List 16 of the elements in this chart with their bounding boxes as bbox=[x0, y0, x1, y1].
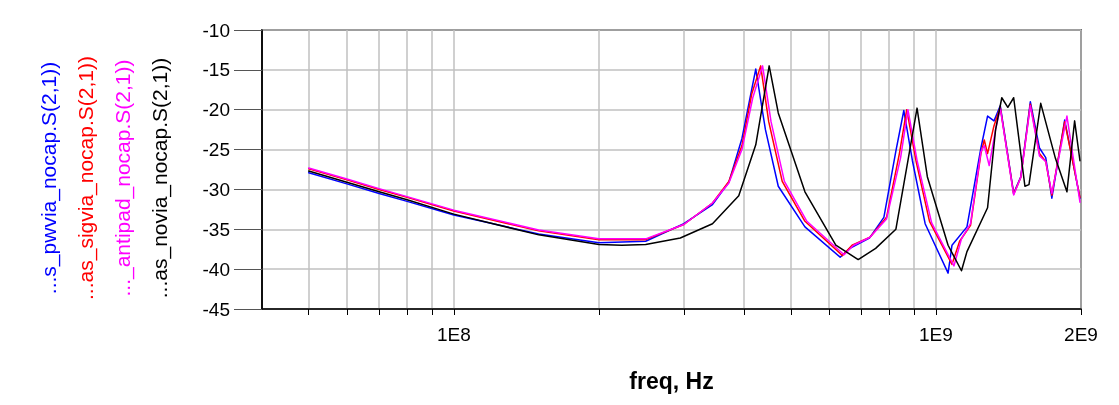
x-axis-title: freq, Hz bbox=[629, 367, 714, 394]
y-tick-label: -15 bbox=[202, 59, 230, 81]
text: ..._antipad_nocap.S(2,1)) bbox=[110, 59, 135, 297]
y-tick-label: -45 bbox=[202, 298, 230, 320]
y-tick-label: -20 bbox=[202, 99, 230, 121]
text: ...s_pwvia_nocap.S(2,1)) bbox=[36, 61, 61, 295]
text: ...as_novia_nocap.S(2,1)) bbox=[147, 57, 172, 299]
y-tick-label: -35 bbox=[202, 218, 230, 240]
y-tick-label: -30 bbox=[202, 178, 230, 200]
x-tick-label: 2E9 bbox=[1064, 324, 1098, 345]
x-tick-label: 1E9 bbox=[918, 324, 953, 345]
y-tick-label: -25 bbox=[202, 139, 230, 161]
x-tick-label: 1E8 bbox=[436, 324, 471, 345]
y-tick-label: -10 bbox=[202, 19, 230, 41]
text: ...as_sigvia_nocap.S(2,1)) bbox=[73, 56, 98, 300]
y-tick-label: -40 bbox=[202, 258, 230, 280]
